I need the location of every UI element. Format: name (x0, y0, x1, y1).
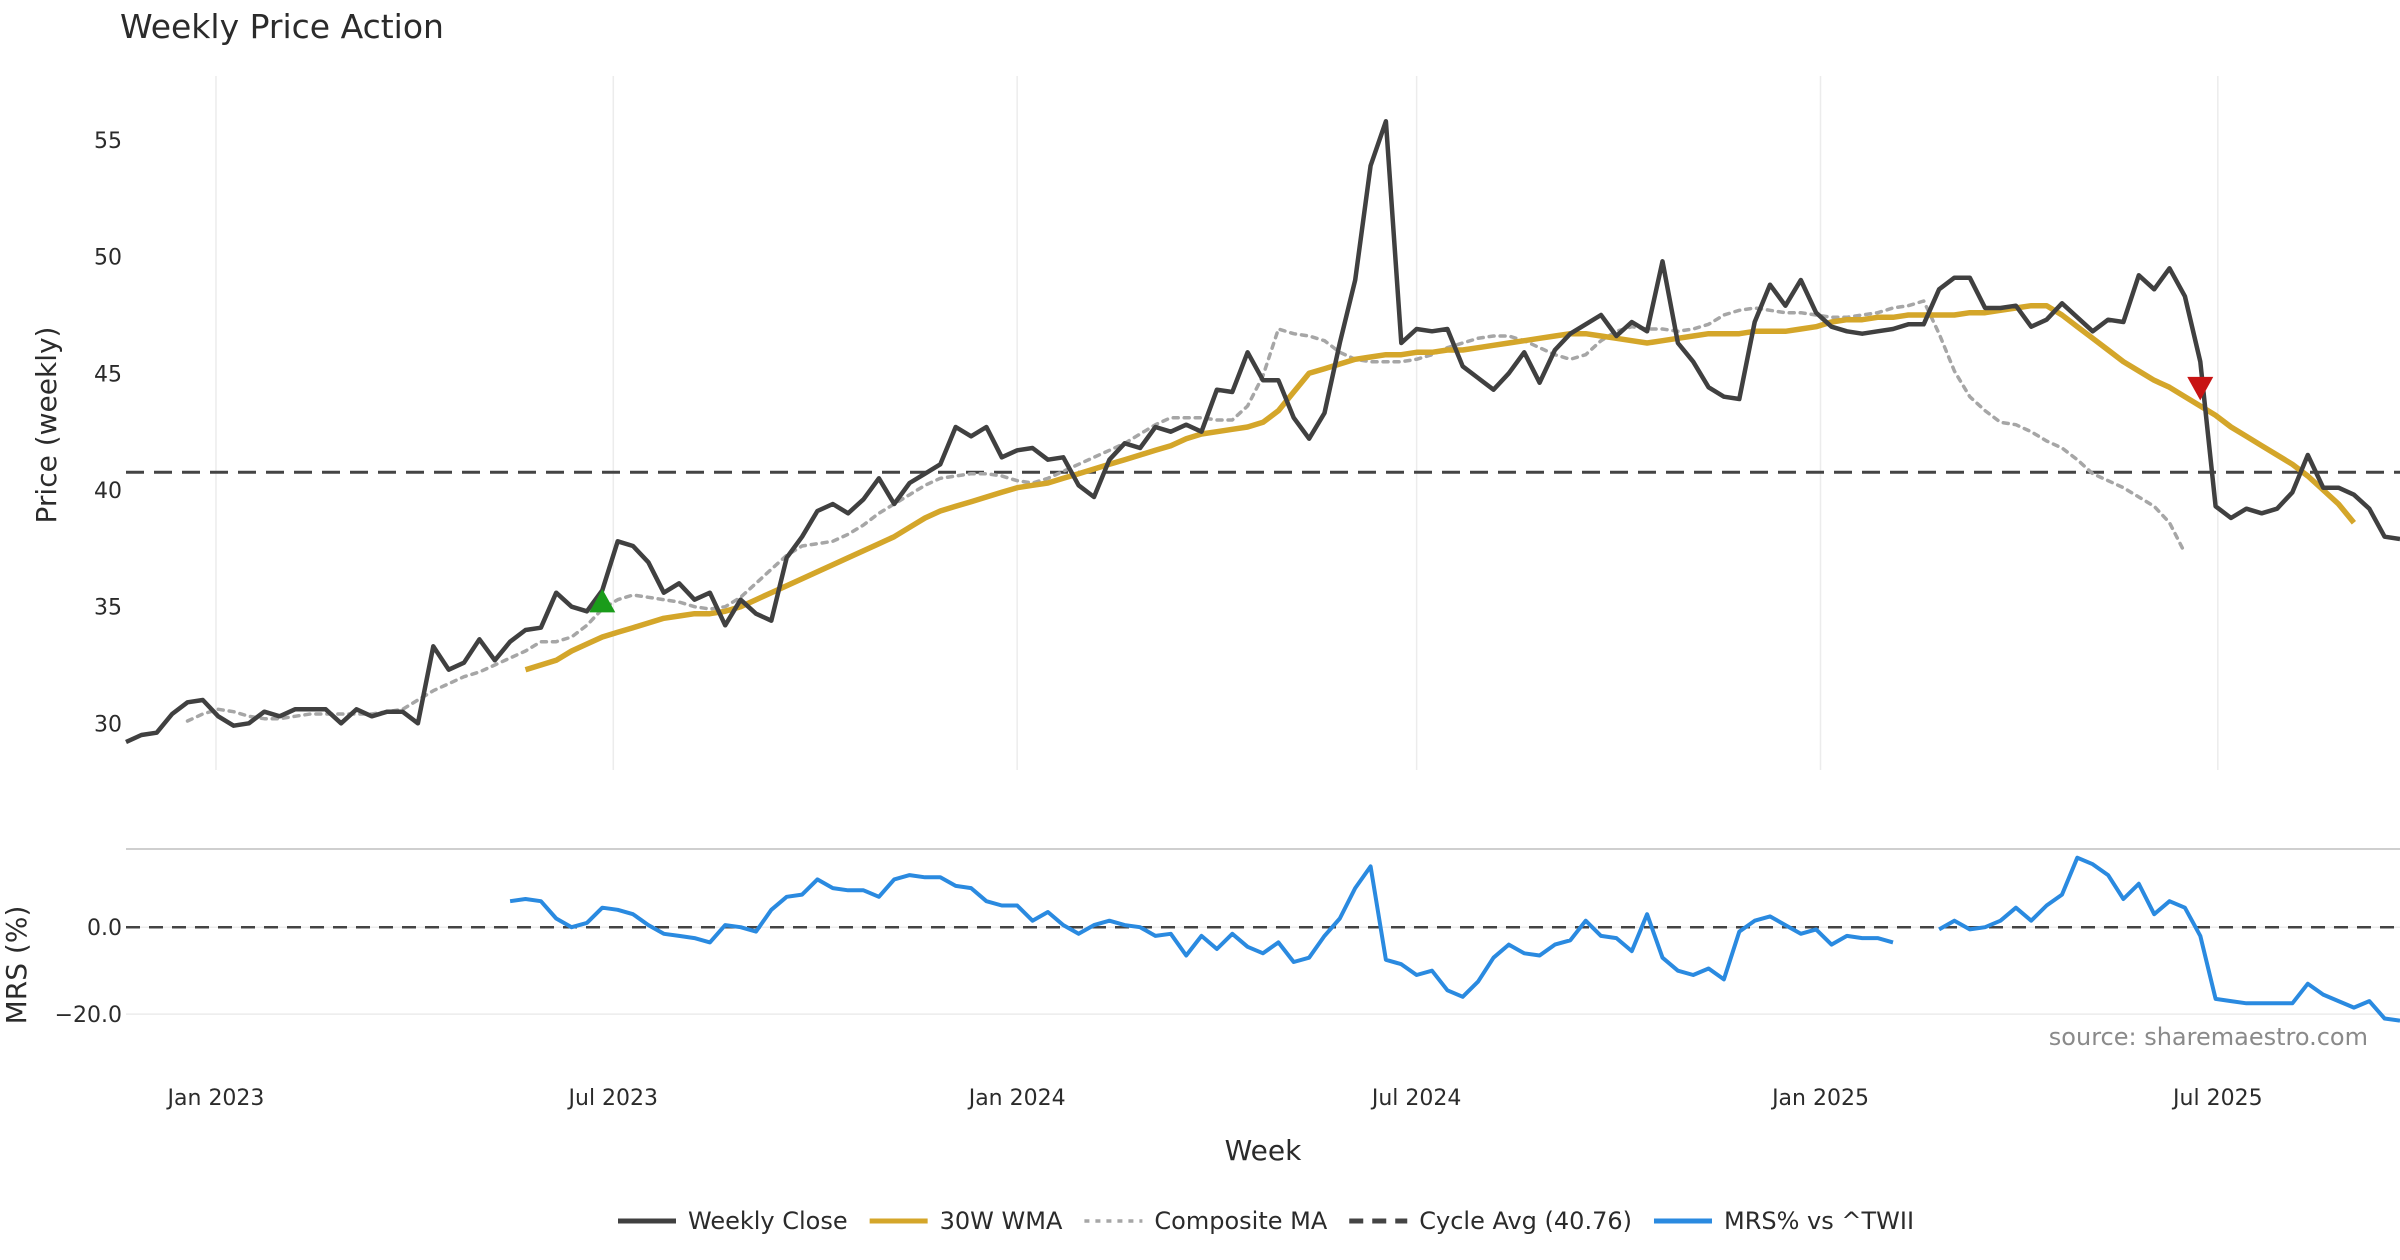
price-y-axis-label: Price (weekly) (30, 327, 63, 524)
legend-item-mrs-vs-twii: MRS% vs ^TWII (1653, 1207, 1914, 1235)
x-tick-jul-2023: Jul 2023 (567, 1086, 659, 1111)
signal-markers (589, 376, 2214, 613)
price-series (125, 119, 2400, 745)
mrs-y-tick-0: 0.0 (87, 916, 122, 941)
price-y-tick-55: 55 (94, 129, 122, 154)
price-gridlines (215, 76, 2219, 770)
legend: Weekly Close 30W WMA Composite MA Cycle Avg… (618, 1207, 1914, 1235)
price-y-tick-40: 40 (94, 479, 122, 504)
legend-item-cycle-avg-40-76: Cycle Avg (40.76) (1349, 1207, 1632, 1235)
series-mrs-vs-twii-segment-0 (509, 864, 1894, 999)
source-note: source: sharemaestro.com (2049, 1023, 2368, 1051)
mrs-series (509, 855, 2400, 1023)
series-weekly-close (125, 119, 2400, 745)
legend-item-30w-wma: 30W WMA (869, 1207, 1063, 1235)
legend-label: Cycle Avg (40.76) (1419, 1207, 1632, 1235)
legend-item-weekly-close: Weekly Close (618, 1207, 848, 1235)
chart-title: Weekly Price Action (120, 7, 444, 46)
sell-signal-marker (2187, 376, 2214, 401)
series-composite-ma (185, 299, 2187, 723)
mrs-y-tick-1: −20.0 (55, 1003, 122, 1028)
x-tick-jan-2024: Jan 2024 (967, 1086, 1066, 1111)
legend-label: Composite MA (1154, 1207, 1327, 1235)
price-y-tick-45: 45 (94, 362, 122, 387)
buy-signal-marker (589, 589, 616, 613)
mrs-y-ticks: 0.0 −20.0 (55, 916, 122, 1028)
legend-label: MRS% vs ^TWII (1724, 1207, 1914, 1235)
x-tick-jan-2023: Jan 2023 (166, 1086, 265, 1111)
series-30w-wma (524, 302, 2357, 673)
x-tick-jul-2025: Jul 2025 (2171, 1086, 2263, 1111)
x-tick-jul-2024: Jul 2024 (1370, 1086, 1462, 1111)
x-axis-label: Week (1225, 1134, 1302, 1167)
mrs-y-axis-label: MRS (%) (0, 906, 33, 1025)
x-tick-jan-2025: Jan 2025 (1770, 1086, 1869, 1111)
price-y-tick-35: 35 (94, 596, 122, 621)
legend-item-composite-ma: Composite MA (1084, 1207, 1328, 1235)
price-y-tick-50: 50 (94, 246, 122, 271)
price-y-ticks: 30 35 40 45 50 55 (94, 129, 122, 737)
x-ticks: Jan 2023 Jul 2023 Jan 2024 Jul 2024 Jan 2025… (166, 1086, 2263, 1111)
price-y-tick-30: 30 (94, 712, 122, 737)
legend-label: Weekly Close (688, 1207, 848, 1235)
series-mrs-vs-twii-segment-1 (1938, 855, 2400, 1023)
mrs-gridlines (126, 925, 2400, 1015)
legend-label: 30W WMA (940, 1207, 1063, 1235)
